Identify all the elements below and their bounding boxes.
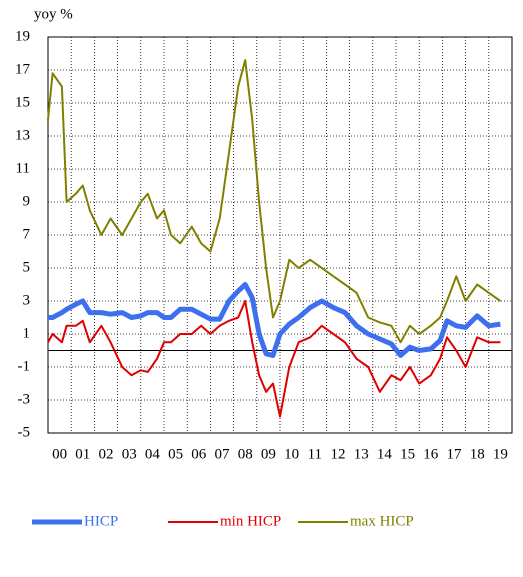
- series-line: [47, 300, 501, 418]
- y-tick-label: 9: [23, 193, 31, 209]
- y-tick-label: 7: [23, 226, 31, 242]
- y-tick-label: 19: [15, 28, 30, 44]
- legend-label: max HICP: [350, 513, 414, 529]
- x-tick-label: 17: [447, 446, 463, 462]
- x-tick-label: 19: [493, 446, 508, 462]
- y-tick-label: -3: [18, 391, 31, 407]
- x-tick-label: 02: [99, 446, 114, 462]
- y-tick-label: 11: [16, 160, 30, 176]
- x-tick-label: 11: [308, 446, 322, 462]
- x-tick-label: 05: [168, 446, 183, 462]
- y-tick-label: 13: [15, 127, 30, 143]
- x-tick-label: 14: [377, 446, 393, 462]
- plot-border: [47, 36, 513, 434]
- y-tick-label: -5: [18, 424, 31, 440]
- x-tick-label: 16: [423, 446, 439, 462]
- series-line: [47, 59, 501, 344]
- x-tick-label: 04: [145, 446, 161, 462]
- x-tick-label: 07: [215, 446, 231, 462]
- y-axis-label: yoy %: [34, 6, 73, 22]
- y-tick-label: 5: [23, 259, 31, 275]
- y-tick-label: 1: [23, 325, 31, 341]
- y-tick-label: 3: [23, 292, 31, 308]
- y-tick-label: 17: [15, 61, 31, 77]
- x-tick-label: 01: [75, 446, 90, 462]
- series-line: [48, 282, 501, 358]
- x-tick-label: 08: [238, 446, 253, 462]
- x-tick-label: 03: [122, 446, 137, 462]
- x-tick-label: 10: [284, 446, 299, 462]
- y-tick-label: -1: [18, 358, 31, 374]
- y-tick-label: 15: [15, 94, 30, 110]
- x-tick-label: 00: [52, 446, 67, 462]
- legend-label: HICP: [84, 513, 118, 529]
- x-tick-label: 06: [191, 446, 207, 462]
- x-tick-label: 18: [470, 446, 485, 462]
- x-tick-label: 09: [261, 446, 276, 462]
- x-tick-label: 13: [354, 446, 369, 462]
- x-tick-label: 15: [400, 446, 415, 462]
- x-tick-label: 12: [331, 446, 346, 462]
- legend-label: min HICP: [220, 513, 281, 529]
